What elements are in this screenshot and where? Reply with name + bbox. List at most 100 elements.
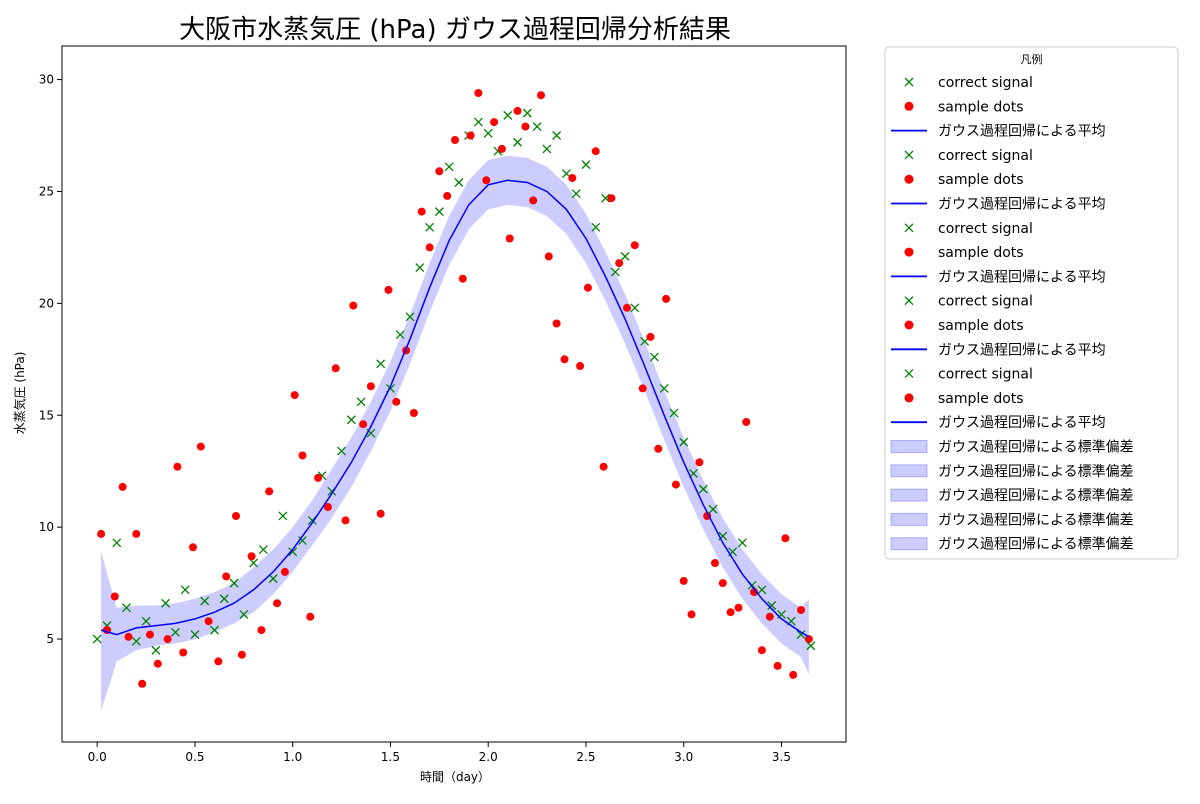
legend-label: ガウス過程回帰による標準偏差 xyxy=(938,511,1134,528)
legend-swatch-x xyxy=(904,369,914,379)
legend-swatch-dot xyxy=(904,101,914,111)
correct-signal-point xyxy=(532,122,542,132)
sample-dot xyxy=(765,612,774,621)
correct-signal-point xyxy=(190,630,200,640)
correct-signal-point xyxy=(513,137,523,147)
sample-dot xyxy=(341,516,350,525)
sample-dot xyxy=(214,657,223,666)
legend-label: sample dots xyxy=(938,318,1024,334)
sample-dot xyxy=(179,648,188,657)
sample-dot xyxy=(591,147,600,156)
correct-signal-point xyxy=(415,263,425,273)
sample-dot xyxy=(138,679,147,688)
sample-dot xyxy=(482,176,491,185)
correct-signal-point xyxy=(258,545,268,554)
sample-dot xyxy=(189,543,197,552)
sample-dot xyxy=(232,512,240,520)
sample-dot xyxy=(425,243,434,252)
sample-dot xyxy=(623,303,631,312)
correct-signal-point xyxy=(434,207,444,217)
sample-dot xyxy=(513,106,522,115)
sample-dot xyxy=(490,118,499,127)
sample-dot xyxy=(552,319,561,328)
legend-label: ガウス過程回帰による平均 xyxy=(938,196,1106,213)
correct-signal-point xyxy=(92,634,102,644)
correct-signal-point xyxy=(522,108,532,118)
correct-signal-point xyxy=(170,627,180,637)
legend-label: sample dots xyxy=(938,172,1024,188)
sample-dot xyxy=(703,512,712,520)
sample-dot xyxy=(671,480,680,489)
y-axis-label: 水蒸気圧 (hPa) xyxy=(12,352,27,435)
sample-dot xyxy=(331,364,340,373)
x-tick-label: 2.5 xyxy=(576,750,595,764)
correct-signal-point xyxy=(356,397,366,407)
sample-dot xyxy=(560,355,569,364)
y-tick-label: 30 xyxy=(39,73,54,87)
correct-signal-point xyxy=(122,603,131,613)
sample-dot xyxy=(781,534,790,543)
legend-label: ガウス過程回帰による平均 xyxy=(938,123,1106,140)
correct-signal-point xyxy=(444,162,454,172)
sample-dot xyxy=(695,458,704,467)
correct-signal-point xyxy=(581,160,591,170)
sample-dot xyxy=(529,196,538,205)
sample-dot xyxy=(804,635,813,644)
correct-signal-point xyxy=(200,596,210,606)
y-tick-label: 25 xyxy=(39,184,54,198)
plot-area: 0.0 0.5 1.0 1.5 2.0 2.5 3.0 3.5 5 10 15 20 25 30 xyxy=(39,45,847,764)
correct-signal-point xyxy=(210,625,219,635)
legend-label: correct signal xyxy=(938,148,1033,164)
legend-label: ガウス過程回帰による標準偏差 xyxy=(938,487,1134,504)
correct-signal-point xyxy=(219,594,229,604)
legend-box xyxy=(884,46,1179,560)
sample-dot xyxy=(417,207,426,216)
sample-dot xyxy=(298,451,307,460)
correct-signal-point xyxy=(610,267,620,277)
legend: 凡例 correct signal sample dots ガウス過程回帰による平均 c… xyxy=(884,46,1179,560)
sample-dot xyxy=(257,626,266,635)
sample-dot xyxy=(568,174,577,182)
sample-dot xyxy=(718,579,727,588)
sample-dot xyxy=(466,131,475,140)
plot-frame xyxy=(61,45,847,743)
legend-label: sample dots xyxy=(938,99,1024,115)
sample-dot xyxy=(757,646,766,655)
correct-signal-point xyxy=(737,538,747,548)
legend-label: ガウス過程回帰による標準偏差 xyxy=(938,439,1134,456)
sample-dot xyxy=(124,632,133,641)
legend-swatch-band xyxy=(890,440,928,453)
correct-signal-point xyxy=(473,117,483,127)
sample-dot xyxy=(273,599,282,608)
sample-dot xyxy=(654,444,663,453)
correct-signal-point xyxy=(601,193,610,203)
correct-signal-point xyxy=(337,446,347,456)
sample-dot xyxy=(773,661,782,670)
sample-dot xyxy=(204,617,213,626)
correct-signal-point xyxy=(346,415,356,425)
sample-dot xyxy=(384,285,393,294)
sample-dot xyxy=(443,191,452,200)
legend-swatch-x xyxy=(904,296,914,306)
sample-dot xyxy=(599,462,608,471)
sample-dot xyxy=(662,294,671,303)
correct-signal-point xyxy=(180,585,190,595)
sample-dot xyxy=(458,274,467,283)
correct-signal-point xyxy=(649,352,659,362)
legend-label: correct signal xyxy=(938,294,1033,310)
correct-signal-point xyxy=(239,609,249,619)
sample-dot xyxy=(750,588,759,597)
sample-dot xyxy=(306,612,315,621)
correct-signal-point xyxy=(131,636,141,646)
sample-dot xyxy=(280,567,289,576)
correct-signal-point xyxy=(483,128,493,138)
y-tick-label: 15 xyxy=(39,408,54,422)
legend-label: correct signal xyxy=(938,75,1033,91)
correct-signal-point xyxy=(767,601,777,610)
legend-swatch-x xyxy=(904,150,914,160)
x-tick-label: 0.5 xyxy=(185,750,204,764)
correct-signal-point xyxy=(278,511,288,521)
gp-mean-line xyxy=(100,179,810,638)
sample-dot xyxy=(110,592,119,601)
correct-signal-point xyxy=(376,359,386,369)
